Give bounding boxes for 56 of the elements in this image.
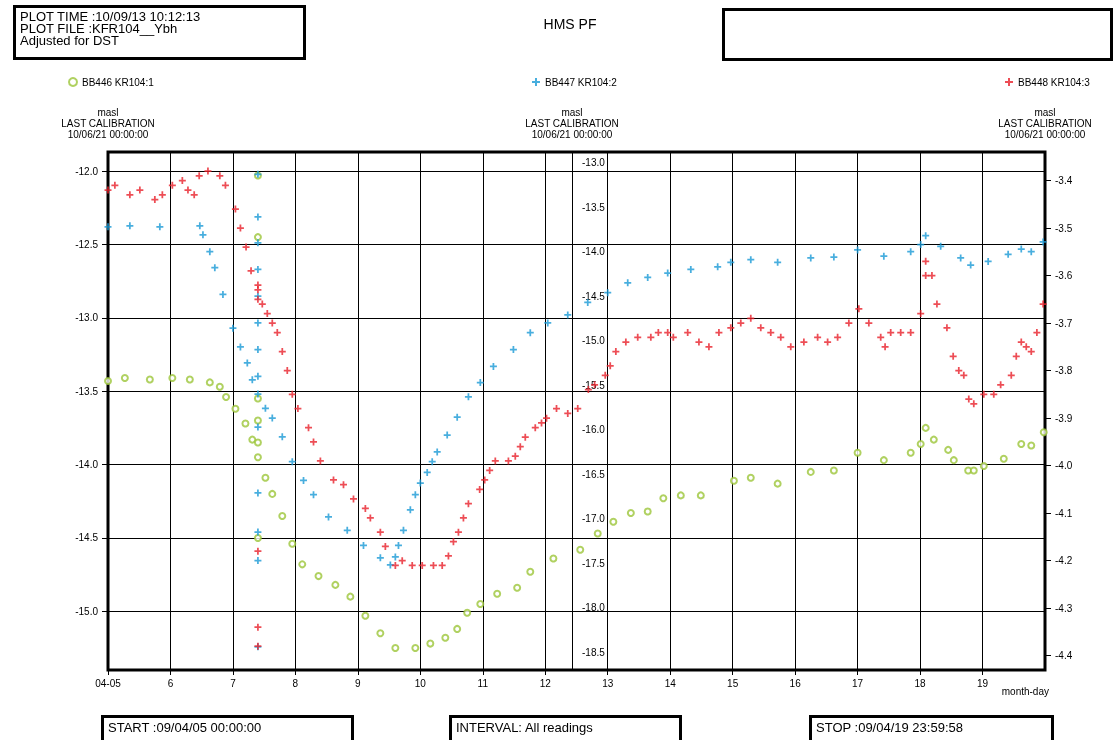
y2-tick-label: -16.5 xyxy=(582,468,606,480)
y2-tick-label: -17.5 xyxy=(582,557,606,569)
y2-tick-label: -13.0 xyxy=(582,157,606,169)
y2-tick-label: -13.5 xyxy=(582,201,606,213)
y2-tick-label: -16.0 xyxy=(582,424,606,436)
y-tick-label: -13.5 xyxy=(75,385,99,397)
y-tick-label: -15.0 xyxy=(75,605,99,617)
x-tick-label: 16 xyxy=(789,677,802,689)
text: START :09/04/05 00:00:00 xyxy=(108,720,262,735)
y2-tick-label: -17.0 xyxy=(582,513,606,525)
y3-tick-label: -3.6 xyxy=(1055,270,1073,282)
x-tick-label: 6 xyxy=(167,677,174,689)
y3-tick-label: -3.9 xyxy=(1055,412,1073,424)
x-tick-label: 17 xyxy=(852,677,864,689)
x-tick-label: 18 xyxy=(914,677,927,689)
y-tick-label: -12.5 xyxy=(75,238,99,250)
y2-tick-label: -18.5 xyxy=(582,646,606,658)
x-tick-label: 10 xyxy=(414,677,427,689)
text: STOP :09/04/19 23:59:58 xyxy=(816,720,963,735)
y3-tick-label: -4.2 xyxy=(1055,555,1073,567)
chart-title: HMS PF xyxy=(543,16,597,32)
y2-axis-title: masl LAST CALIBRATION 10/06/21 00:00:00 xyxy=(525,107,619,140)
text: INTERVAL: All readings xyxy=(456,720,594,735)
x-axis-title: month-day xyxy=(1001,685,1049,697)
y-tick-label: -13.0 xyxy=(75,312,99,324)
y3-tick-label: -4.4 xyxy=(1055,650,1073,662)
legend-label: BB446 KR104:1 xyxy=(82,76,155,88)
y2-tick-label: -14.0 xyxy=(582,246,606,258)
y3-tick-label: -3.8 xyxy=(1055,365,1073,377)
x-tick-label: 19 xyxy=(976,677,989,689)
x-tick-label: 04-05 xyxy=(95,677,122,689)
y-axis-title: masl LAST CALIBRATION 10/06/21 00:00:00 xyxy=(61,107,155,140)
y3-tick-label: -3.5 xyxy=(1055,222,1073,234)
text: PLOT TIME :10/09/13 10:12:13 PLOT FILE :KFR104__Ybh Adjusted for DST xyxy=(20,9,201,48)
x-tick-label: 13 xyxy=(602,677,614,689)
y3-tick-label: -4.1 xyxy=(1055,507,1073,519)
x-tick-label: 15 xyxy=(727,677,739,689)
y3-tick-label: -4.0 xyxy=(1055,460,1073,472)
legend-label: BB447 KR104:2 xyxy=(545,76,618,88)
x-tick-label: 12 xyxy=(539,677,552,689)
y3-axis-title: masl LAST CALIBRATION 10/06/21 00:00:00 xyxy=(998,107,1092,140)
y3-tick-label: -3.7 xyxy=(1055,317,1073,329)
legend-label: BB448 KR104:3 xyxy=(1018,76,1091,88)
y3-tick-label: -4.3 xyxy=(1055,602,1073,614)
y2-tick-label: -18.0 xyxy=(582,602,606,614)
y2-tick-label: -15.0 xyxy=(582,335,606,347)
y-tick-label: -12.0 xyxy=(75,165,99,177)
x-tick-label: 11 xyxy=(477,677,489,689)
x-tick-label: 9 xyxy=(355,677,362,689)
y-tick-label: -14.0 xyxy=(75,459,99,471)
x-tick-label: 7 xyxy=(230,677,237,689)
x-tick-label: 8 xyxy=(292,677,299,689)
y2-tick-label: -14.5 xyxy=(582,290,606,302)
y-tick-label: -14.5 xyxy=(75,532,99,544)
x-tick-label: 14 xyxy=(664,677,677,689)
y3-tick-label: -3.4 xyxy=(1055,175,1073,187)
